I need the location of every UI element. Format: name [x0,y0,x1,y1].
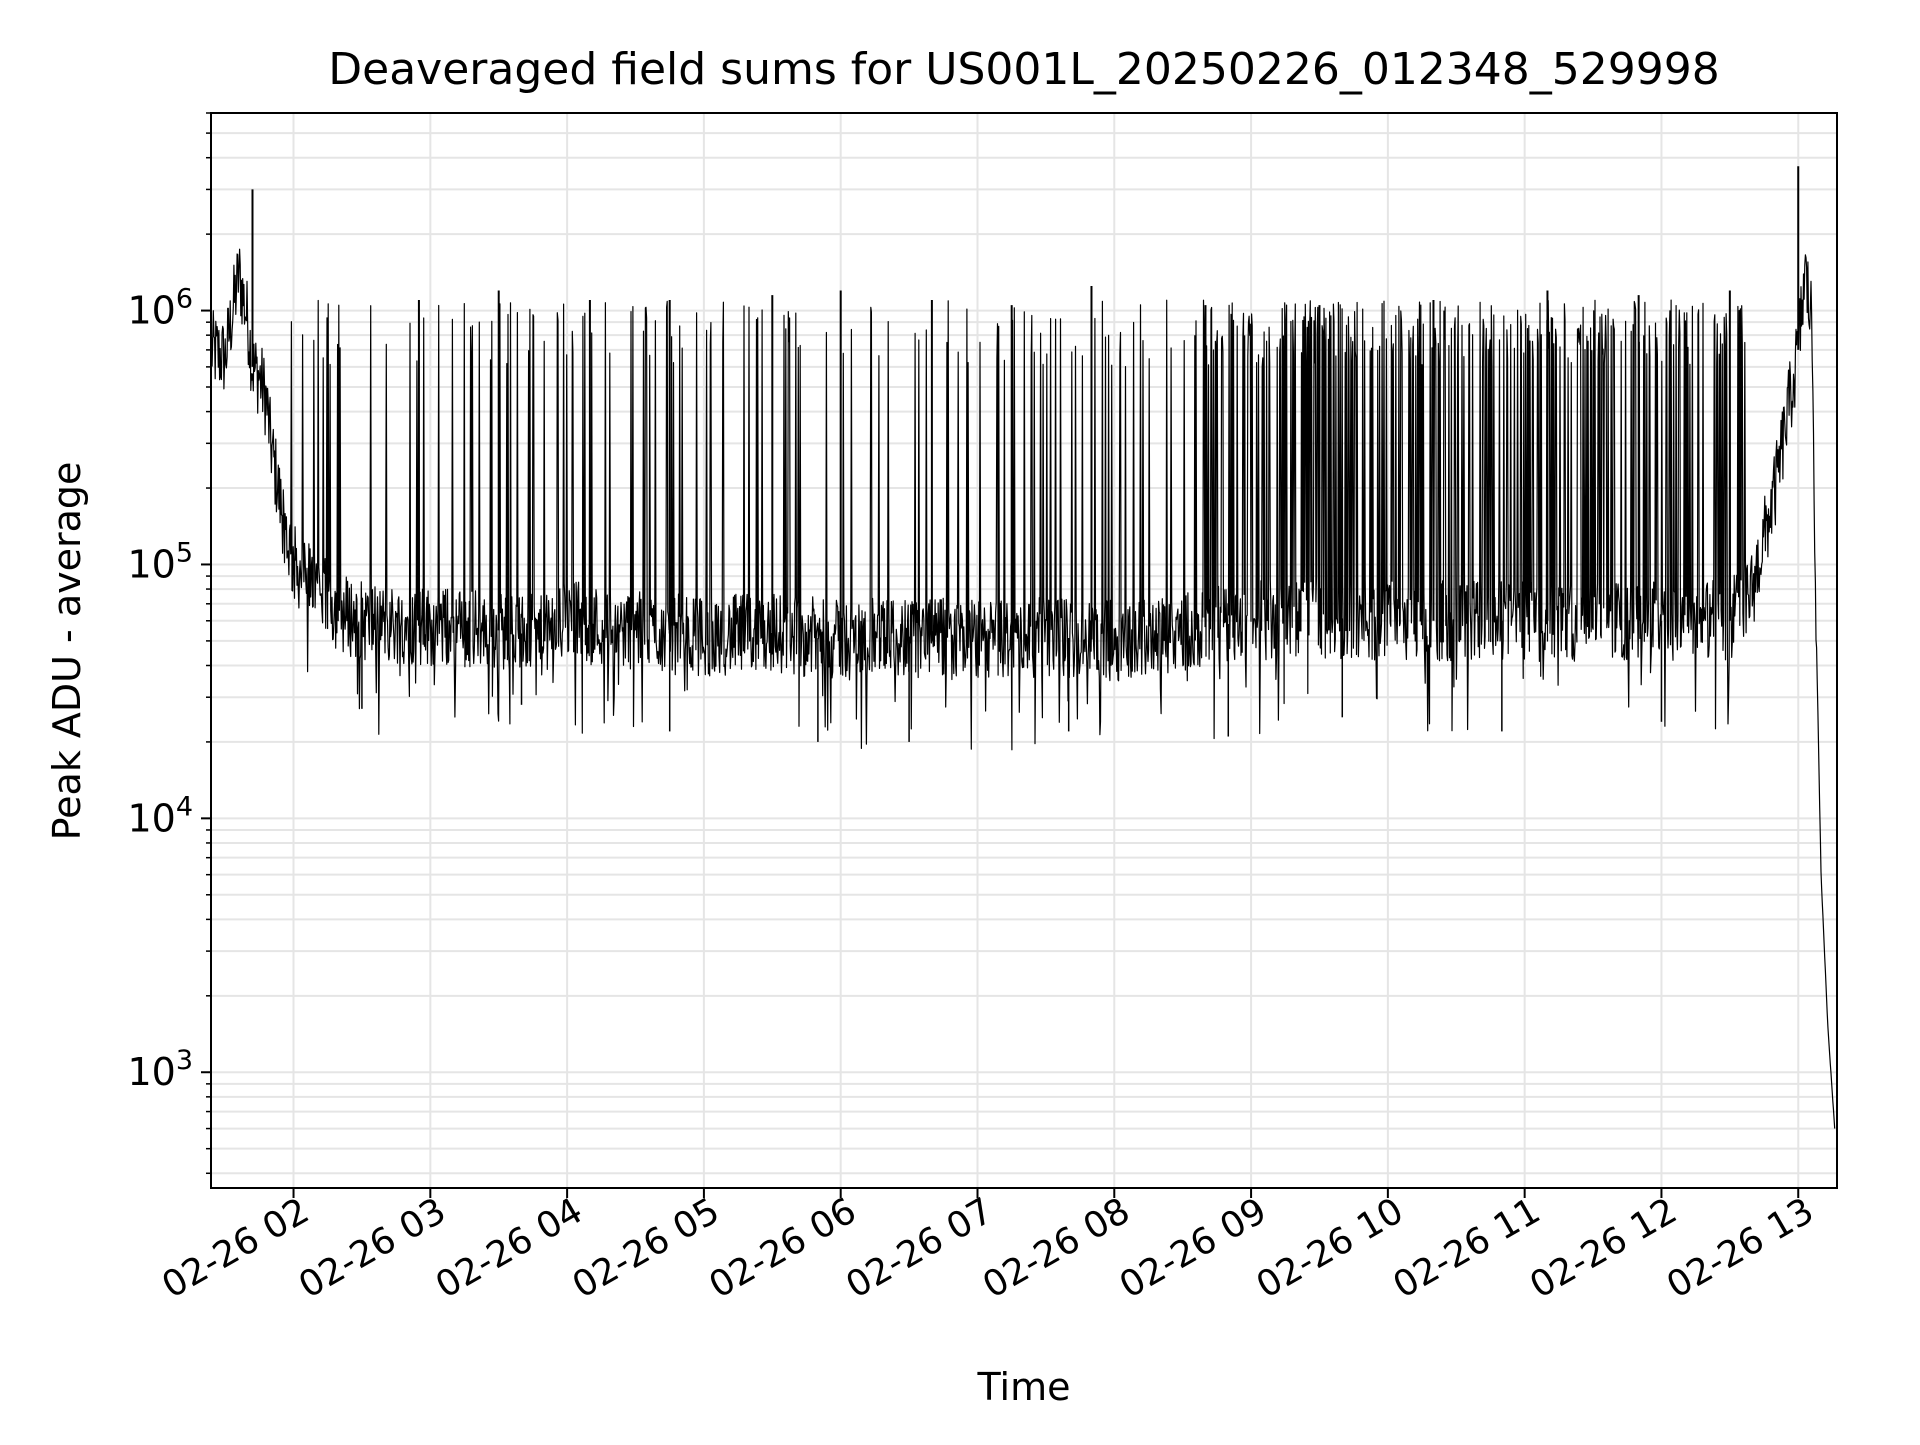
plot-frame [210,112,1838,1189]
data-layer [211,166,1836,1129]
chart-title: Deaveraged field sums for US001L_2025022… [328,44,1720,95]
y-axis-label: Peak ADU - average [45,462,89,841]
y-tick-label: 104 [127,791,193,840]
series-line [211,248,1836,1129]
x-axis-label: Time [977,1365,1071,1409]
y-tick-label: 105 [127,537,193,586]
y-tick-label: 106 [127,284,193,333]
y-tick-label: 103 [127,1045,193,1094]
